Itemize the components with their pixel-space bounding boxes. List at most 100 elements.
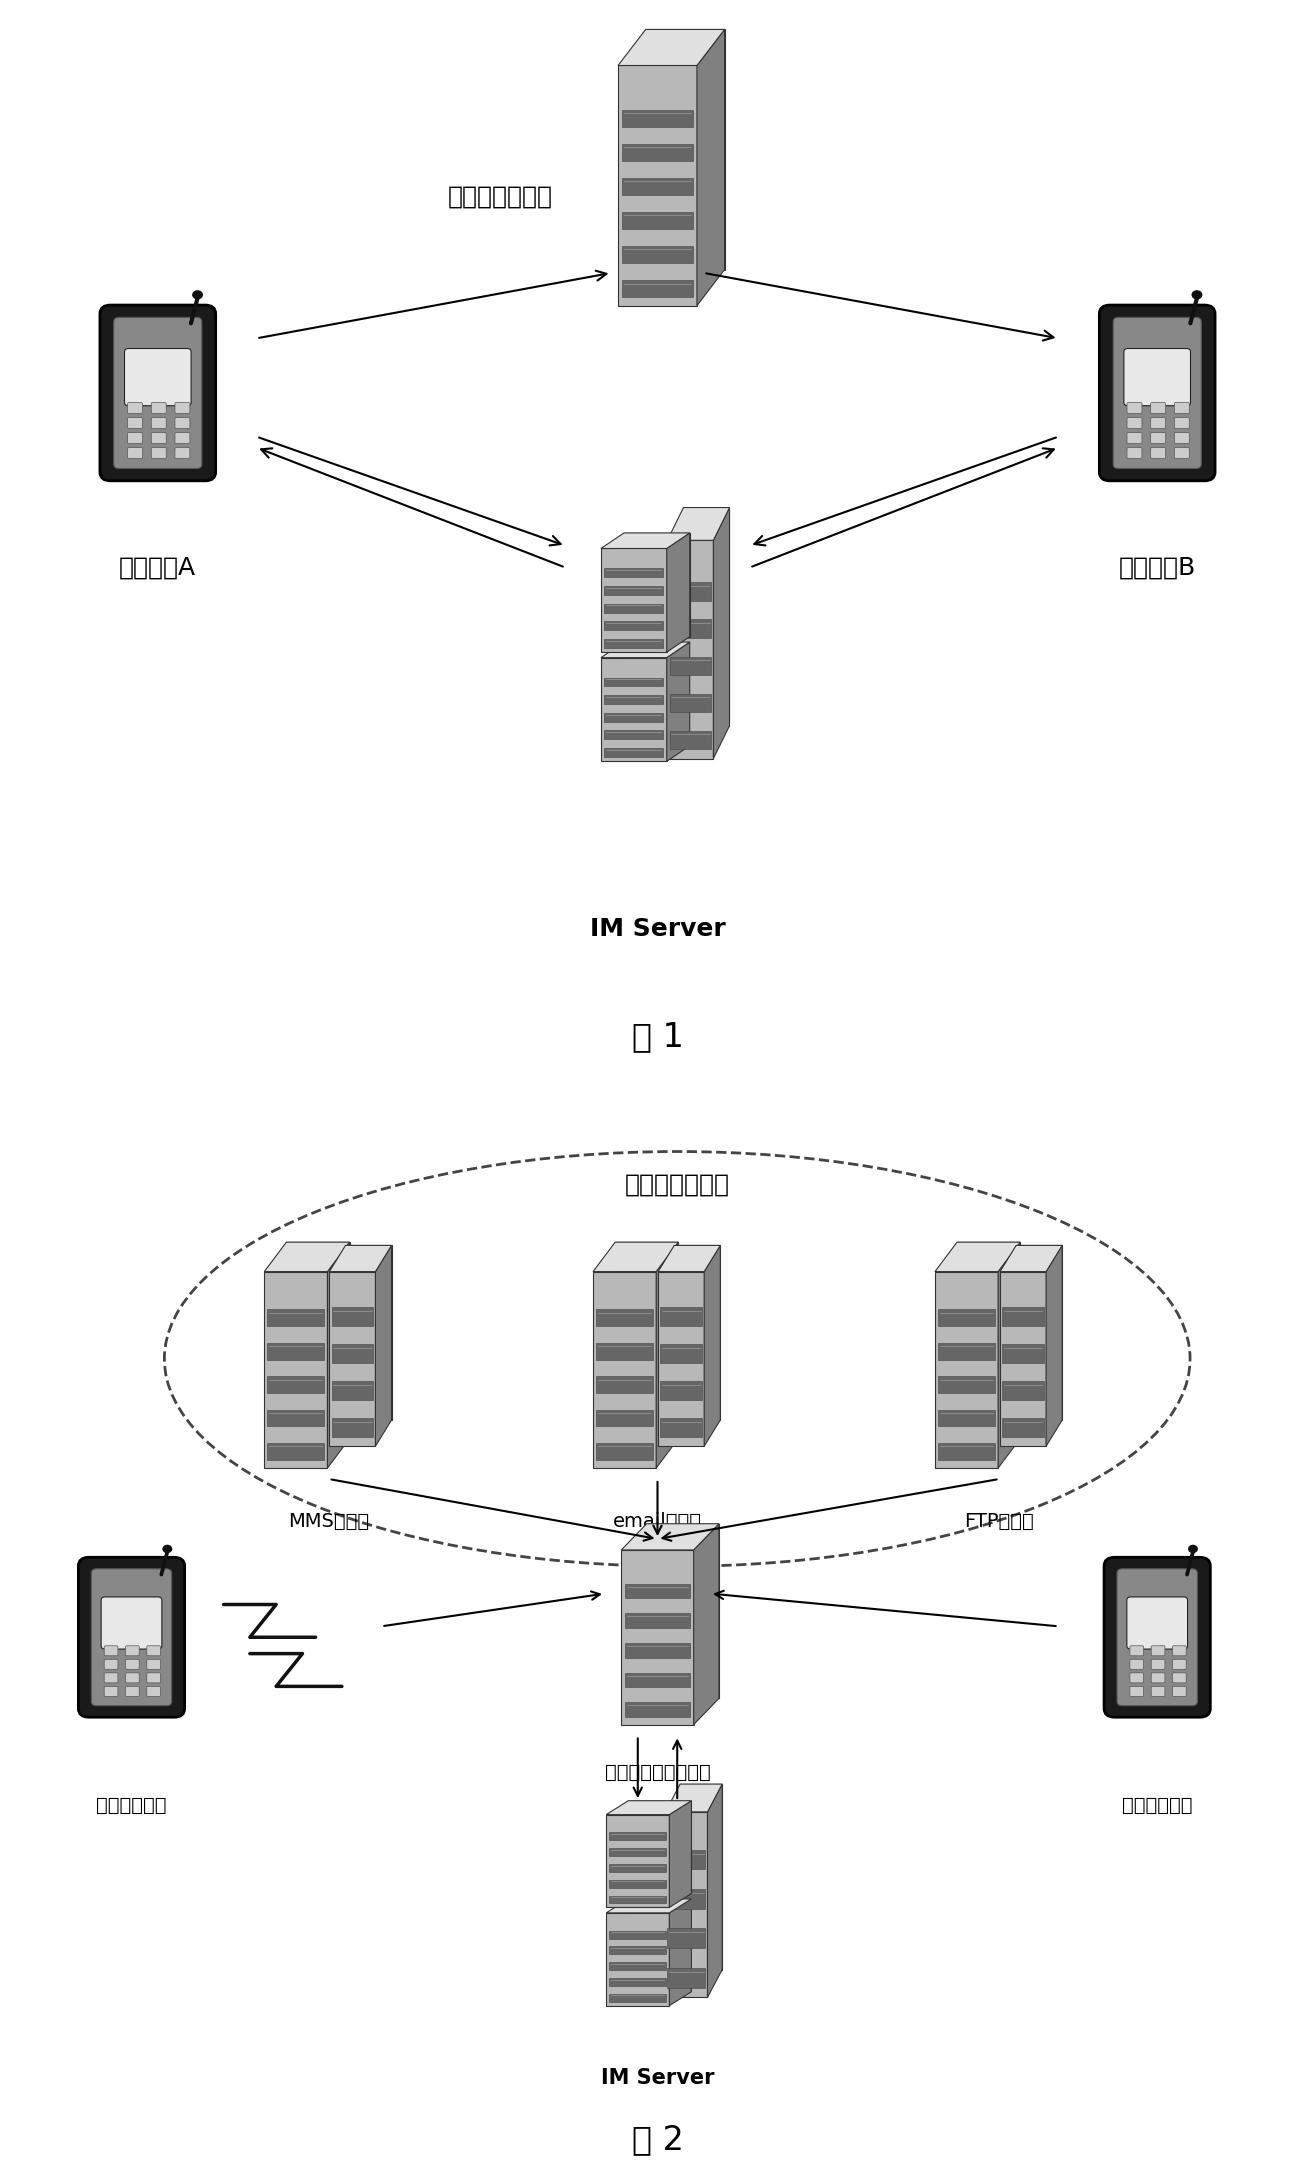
- Polygon shape: [596, 1343, 654, 1360]
- Polygon shape: [625, 1703, 690, 1718]
- FancyBboxPatch shape: [1127, 1598, 1187, 1648]
- Polygon shape: [267, 1410, 325, 1425]
- Polygon shape: [938, 1343, 995, 1360]
- Polygon shape: [267, 1443, 325, 1460]
- Polygon shape: [658, 1244, 721, 1271]
- Circle shape: [1189, 1546, 1197, 1552]
- FancyBboxPatch shape: [1151, 432, 1165, 443]
- Polygon shape: [1001, 1271, 1047, 1445]
- FancyBboxPatch shape: [125, 1672, 139, 1683]
- FancyBboxPatch shape: [1130, 1659, 1144, 1670]
- Polygon shape: [593, 1271, 656, 1467]
- Polygon shape: [669, 1801, 692, 1908]
- FancyBboxPatch shape: [128, 402, 142, 413]
- Polygon shape: [601, 548, 667, 653]
- Polygon shape: [376, 1244, 392, 1445]
- Polygon shape: [668, 541, 713, 760]
- Polygon shape: [1016, 1244, 1063, 1419]
- Text: 文件中继服务器: 文件中继服务器: [625, 1172, 730, 1196]
- FancyBboxPatch shape: [1151, 1672, 1165, 1683]
- FancyBboxPatch shape: [1151, 1646, 1165, 1655]
- FancyBboxPatch shape: [1151, 1687, 1165, 1696]
- FancyBboxPatch shape: [1130, 1672, 1144, 1683]
- Polygon shape: [660, 1345, 702, 1362]
- Polygon shape: [622, 279, 693, 297]
- Polygon shape: [601, 657, 667, 762]
- Polygon shape: [625, 1583, 690, 1598]
- Polygon shape: [596, 1310, 654, 1325]
- Polygon shape: [938, 1310, 995, 1325]
- FancyBboxPatch shape: [1151, 1659, 1165, 1670]
- Polygon shape: [629, 1899, 692, 1991]
- Polygon shape: [669, 1899, 692, 2006]
- FancyBboxPatch shape: [125, 349, 191, 406]
- Polygon shape: [609, 1849, 667, 1856]
- Polygon shape: [668, 1967, 705, 1987]
- FancyBboxPatch shape: [125, 1646, 139, 1655]
- FancyBboxPatch shape: [125, 1687, 139, 1696]
- Polygon shape: [609, 1993, 667, 2002]
- FancyBboxPatch shape: [175, 448, 189, 458]
- FancyBboxPatch shape: [1173, 1687, 1186, 1696]
- FancyBboxPatch shape: [147, 1659, 160, 1670]
- Polygon shape: [604, 731, 664, 740]
- FancyBboxPatch shape: [151, 432, 166, 443]
- Polygon shape: [331, 1308, 373, 1325]
- Polygon shape: [693, 1524, 719, 1725]
- FancyBboxPatch shape: [101, 1598, 162, 1648]
- Polygon shape: [609, 1978, 667, 1987]
- Polygon shape: [604, 622, 664, 631]
- Polygon shape: [623, 642, 689, 747]
- Polygon shape: [938, 1410, 995, 1425]
- Polygon shape: [707, 1784, 722, 1997]
- FancyBboxPatch shape: [1116, 1570, 1198, 1705]
- Polygon shape: [609, 1895, 667, 1904]
- Polygon shape: [705, 1244, 721, 1445]
- Polygon shape: [669, 620, 711, 637]
- FancyBboxPatch shape: [1174, 417, 1189, 428]
- FancyBboxPatch shape: [104, 1659, 118, 1670]
- Polygon shape: [331, 1345, 373, 1362]
- Polygon shape: [668, 1928, 705, 1947]
- Polygon shape: [935, 1271, 998, 1467]
- Circle shape: [1193, 290, 1202, 299]
- FancyBboxPatch shape: [1112, 317, 1202, 469]
- FancyBboxPatch shape: [125, 1659, 139, 1670]
- Polygon shape: [622, 212, 693, 229]
- Polygon shape: [625, 1644, 690, 1657]
- Text: 移动终端A: 移动终端A: [120, 557, 196, 578]
- Polygon shape: [609, 1947, 667, 1954]
- Polygon shape: [1002, 1419, 1044, 1436]
- FancyBboxPatch shape: [1127, 448, 1141, 458]
- Polygon shape: [625, 1613, 690, 1629]
- Polygon shape: [669, 731, 711, 749]
- Text: MMS服务器: MMS服务器: [288, 1511, 370, 1530]
- FancyBboxPatch shape: [104, 1672, 118, 1683]
- Polygon shape: [1002, 1345, 1044, 1362]
- Polygon shape: [596, 1375, 654, 1393]
- Polygon shape: [606, 1814, 669, 1908]
- FancyBboxPatch shape: [1174, 402, 1189, 413]
- Polygon shape: [606, 1912, 669, 2006]
- Polygon shape: [604, 714, 664, 723]
- Circle shape: [193, 290, 203, 299]
- Polygon shape: [667, 533, 689, 653]
- Polygon shape: [618, 31, 725, 65]
- FancyBboxPatch shape: [1127, 432, 1141, 443]
- Polygon shape: [668, 1888, 705, 1908]
- FancyBboxPatch shape: [151, 402, 166, 413]
- FancyBboxPatch shape: [100, 306, 216, 480]
- Text: 文件中转服务器: 文件中转服务器: [447, 186, 552, 207]
- Text: 文件接收终端: 文件接收终端: [96, 1794, 167, 1814]
- Polygon shape: [327, 1242, 350, 1467]
- FancyBboxPatch shape: [1099, 306, 1215, 480]
- Polygon shape: [1002, 1308, 1044, 1325]
- Polygon shape: [621, 1524, 719, 1550]
- FancyBboxPatch shape: [1151, 417, 1165, 428]
- Polygon shape: [329, 1244, 392, 1271]
- FancyBboxPatch shape: [128, 432, 142, 443]
- Polygon shape: [331, 1382, 373, 1399]
- Polygon shape: [609, 1963, 667, 1969]
- Polygon shape: [1001, 1244, 1063, 1271]
- Polygon shape: [331, 1419, 373, 1436]
